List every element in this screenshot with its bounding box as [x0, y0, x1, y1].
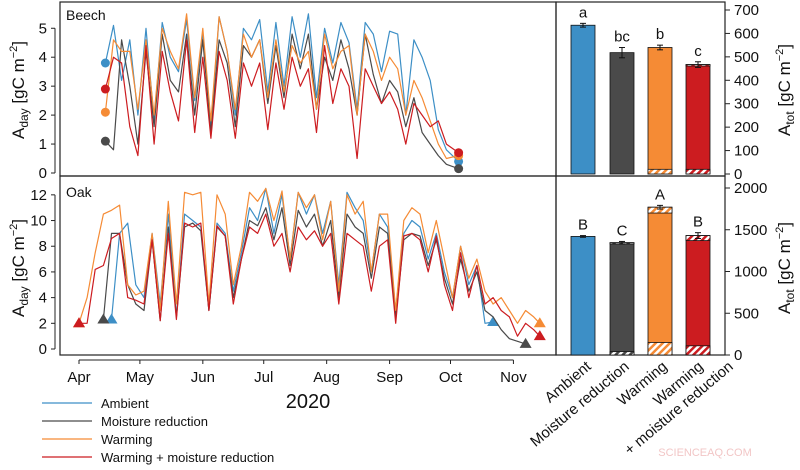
y-tick-label: 4: [39, 49, 47, 66]
x-tick-label-jun: Jun: [191, 369, 215, 386]
x-tick-label-oct: Oct: [439, 369, 463, 386]
series-marker-end-warming: [533, 317, 546, 328]
bar-hatched-bottom-warming-moisture-reduction: [685, 345, 711, 356]
bar-ambient: [570, 24, 596, 175]
series-marker-end-warming-moisture-reduction: [454, 148, 464, 158]
x-tick-label-sep: Sep: [376, 369, 403, 386]
series-marker-end-moisture-reduction: [454, 164, 464, 174]
series-line-warming: [104, 13, 459, 160]
series-line-moisture-reduction: [104, 33, 459, 170]
y-tick-label: 10: [30, 213, 47, 230]
right-y-tick-label: 100: [734, 143, 759, 160]
bar-hatched-bottom-moisture-reduction: [609, 351, 635, 356]
oak-atot-ylabel: Atot [gC m−2]: [774, 222, 797, 314]
y-tick-label: 2: [39, 315, 47, 332]
series-marker-start-warming-moisture-reduction: [100, 84, 110, 94]
watermark: SCIENCEAQ.COM: [658, 447, 752, 459]
significance-label-warming-moisture-reduction: c: [694, 43, 702, 60]
series-marker-start-warming-moisture-reduction: [73, 317, 85, 328]
significance-label-ambient: B: [578, 217, 588, 234]
bar-hatched-bottom-warming: [647, 168, 673, 175]
legend-label-warming-moisture: Warming + moisture reduction: [101, 450, 274, 465]
series-marker-start-ambient: [100, 58, 110, 68]
y-tick-label: 6: [39, 264, 47, 281]
y-tick-label: 0: [39, 341, 47, 358]
right-y-tick-label: 300: [734, 96, 759, 113]
bar-warming: [647, 47, 673, 175]
beech-atot-ylabel: Atot [gC m−2]: [774, 44, 797, 136]
plot-frame: [59, 175, 557, 356]
x-tick-label-aug: Aug: [313, 369, 340, 386]
oak-ylabel: Aday [gC m−2]: [8, 219, 31, 317]
right-y-tick-label: 500: [734, 305, 759, 322]
series-line-ambient: [104, 13, 460, 162]
beech-panel-label: Beech: [66, 7, 106, 23]
x-tick-label-nov: Nov: [500, 369, 527, 386]
y-tick-label: 8: [39, 238, 47, 255]
right-y-tick-label: 400: [734, 72, 759, 89]
beech-ylabel: Aday [gC m−2]: [8, 41, 31, 139]
y-tick-label: 1: [39, 136, 47, 153]
significance-label-warming-moisture-reduction: B: [693, 214, 703, 231]
y-tick-label: 4: [39, 290, 47, 307]
x-tick-label-jul: Jul: [254, 369, 273, 386]
y-tick-label: 2: [39, 107, 47, 124]
legend-label-ambient: Ambient: [101, 396, 149, 411]
bar-hatched-bottom-warming: [647, 342, 673, 356]
bar-plot-frame: [555, 175, 726, 356]
right-y-tick-label: 0: [734, 166, 742, 183]
y-tick-label: 3: [39, 78, 47, 95]
oak-panel-label: Oak: [66, 184, 93, 200]
series-marker-start-moisture-reduction: [97, 313, 110, 324]
right-y-tick-label: 500: [734, 49, 759, 66]
bar-ambient: [570, 236, 596, 356]
right-y-tick-label: 0: [734, 347, 742, 364]
legend: Ambient Moisture reduction Warming Warmi…: [42, 396, 274, 465]
right-y-tick-label: 200: [734, 119, 759, 136]
x-tick-label-apr: Apr: [67, 369, 90, 386]
x-tick-label-may: May: [126, 369, 155, 386]
legend-label-warming: Warming: [101, 432, 153, 447]
right-y-tick-label: 600: [734, 25, 759, 42]
bar-warming-moisture-reduction: [685, 64, 711, 175]
y-tick-label: 12: [30, 187, 47, 204]
series-marker-end-ambient: [487, 316, 500, 327]
right-y-tick-label: 1500: [734, 222, 767, 239]
beech-line-panel: 0 1 2 3 4 5: [39, 1, 557, 182]
series-line-warming: [78, 187, 541, 324]
bar-hatched-bottom-warming-moisture-reduction: [685, 168, 711, 175]
series-marker-end-warming-moisture-reduction: [533, 330, 546, 341]
significance-label-warming: b: [656, 26, 664, 43]
x-axis-label: 2020: [286, 391, 331, 413]
right-y-tick-label: 1000: [734, 264, 767, 281]
bar-warming-moisture-reduction: [685, 235, 711, 356]
bar-moisture-reduction: [609, 242, 635, 356]
y-tick-label: 0: [39, 165, 47, 182]
significance-label-warming: A: [655, 186, 665, 203]
bar-warming: [647, 206, 673, 356]
bar-category-labels: Ambient Moisture reduction Warming Warmi…: [527, 358, 736, 459]
oak-line-panel: 0 2 4 6 8 10 12 Apr May Jun Jul Aug Sep Oct Nov: [30, 175, 557, 386]
oak-bar-panel: 0 500 1000 1500 2000 B C A B: [555, 175, 767, 364]
right-y-tick-label: 700: [734, 2, 759, 19]
series-line-warming-moisture-reduction: [104, 39, 459, 160]
series-line-warming-moisture-reduction: [79, 213, 541, 337]
plot-frame: [59, 1, 557, 177]
series-marker-end-moisture-reduction: [519, 337, 532, 348]
bar-moisture-reduction: [609, 52, 635, 175]
right-y-tick-label: 2000: [734, 180, 767, 197]
y-tick-label: 5: [39, 20, 47, 37]
series-marker-start-moisture-reduction: [100, 136, 110, 146]
significance-label-ambient: a: [579, 4, 588, 21]
legend-label-moisture: Moisture reduction: [101, 414, 208, 429]
series-marker-start-warming: [100, 107, 110, 117]
series-marker-start-ambient: [105, 313, 118, 324]
significance-label-moisture-reduction: C: [617, 222, 628, 239]
significance-label-moisture-reduction: bc: [614, 28, 630, 45]
